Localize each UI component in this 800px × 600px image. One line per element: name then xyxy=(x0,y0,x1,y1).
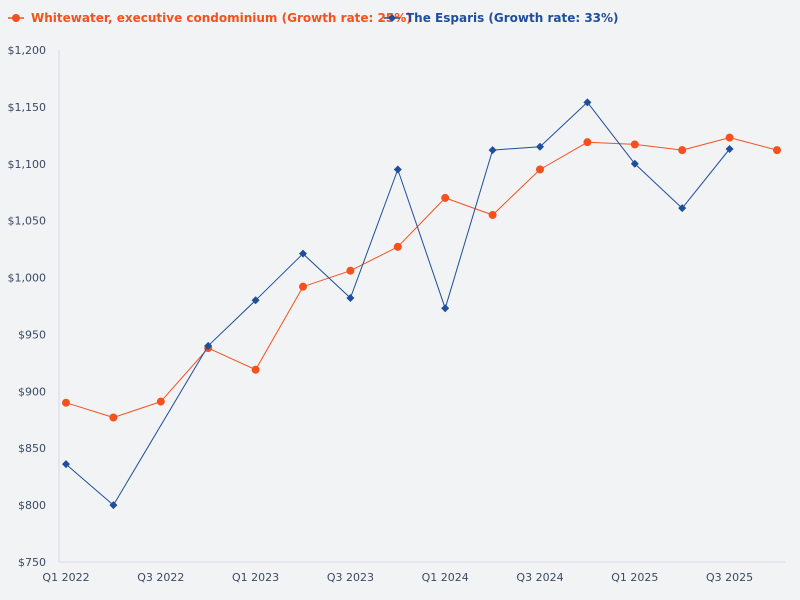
data-point-whitewater[interactable] xyxy=(441,193,450,202)
data-point-whitewater[interactable] xyxy=(488,210,497,219)
data-point-whitewater[interactable] xyxy=(346,266,355,275)
x-tick-label: Q3 2023 xyxy=(327,571,374,584)
y-tick-label: $1,100 xyxy=(8,158,47,171)
x-tick-label: Q1 2022 xyxy=(42,571,89,584)
legend-marker-whitewater xyxy=(12,14,20,22)
data-point-whitewater[interactable] xyxy=(156,397,165,406)
legend-item-whitewater[interactable]: Whitewater, executive condominium (Growt… xyxy=(8,11,412,25)
data-point-esparis[interactable] xyxy=(393,165,402,174)
series-line-whitewater xyxy=(65,137,778,418)
legend-item-esparis[interactable]: The Esparis (Growth rate: 33%) xyxy=(384,11,619,25)
data-point-whitewater[interactable] xyxy=(773,146,781,155)
data-point-esparis[interactable] xyxy=(62,460,70,469)
y-tick-label: $1,200 xyxy=(8,44,47,57)
y-tick-label: $950 xyxy=(18,328,46,341)
legend-label-esparis: The Esparis (Growth rate: 33%) xyxy=(406,11,619,25)
y-tick-label: $1,150 xyxy=(8,101,47,114)
data-point-esparis[interactable] xyxy=(441,304,450,313)
axes: $750 $800 $850 $900 $950 $1,000 $1,050 $1,100 $1… xyxy=(8,44,785,584)
data-point-esparis[interactable] xyxy=(204,341,213,350)
data-point-whitewater[interactable] xyxy=(678,146,687,155)
legend-label-whitewater: Whitewater, executive condominium (Growt… xyxy=(31,11,412,25)
x-tick-label: Q3 2025 xyxy=(706,571,753,584)
data-point-esparis[interactable] xyxy=(678,204,687,213)
y-tick-label: $800 xyxy=(18,499,46,512)
series-line-esparis xyxy=(65,101,730,506)
x-tick-label: Q1 2023 xyxy=(232,571,279,584)
legend: Whitewater, executive condominium (Growt… xyxy=(8,11,619,25)
data-point-whitewater[interactable] xyxy=(109,413,118,422)
data-point-whitewater[interactable] xyxy=(62,398,70,407)
x-tick-label: Q3 2022 xyxy=(137,571,184,584)
data-point-whitewater[interactable] xyxy=(393,242,402,251)
data-point-whitewater[interactable] xyxy=(630,140,639,149)
data-point-esparis[interactable] xyxy=(583,98,592,107)
data-point-esparis[interactable] xyxy=(725,144,734,153)
data-point-esparis[interactable] xyxy=(109,501,118,510)
y-tick-label: $900 xyxy=(18,385,46,398)
data-point-whitewater[interactable] xyxy=(299,282,307,291)
data-point-esparis[interactable] xyxy=(630,159,639,168)
y-tick-label: $850 xyxy=(18,442,46,455)
y-tick-label: $750 xyxy=(18,556,46,569)
data-point-whitewater[interactable] xyxy=(725,133,734,142)
y-tick-label: $1,000 xyxy=(8,272,47,285)
data-point-esparis[interactable] xyxy=(251,296,260,305)
series-layer xyxy=(62,98,781,510)
data-point-esparis[interactable] xyxy=(299,249,307,258)
data-point-esparis[interactable] xyxy=(536,142,544,151)
x-tick-label: Q1 2025 xyxy=(611,571,658,584)
y-tick-label: $1,050 xyxy=(8,215,47,228)
data-point-esparis[interactable] xyxy=(488,146,497,155)
data-point-whitewater[interactable] xyxy=(583,138,592,147)
data-point-whitewater[interactable] xyxy=(251,365,260,374)
x-tick-label: Q3 2024 xyxy=(516,571,563,584)
legend-marker-esparis xyxy=(388,14,396,22)
x-tick-label: Q1 2024 xyxy=(422,571,469,584)
data-point-esparis[interactable] xyxy=(346,294,355,303)
data-point-whitewater[interactable] xyxy=(536,165,544,174)
